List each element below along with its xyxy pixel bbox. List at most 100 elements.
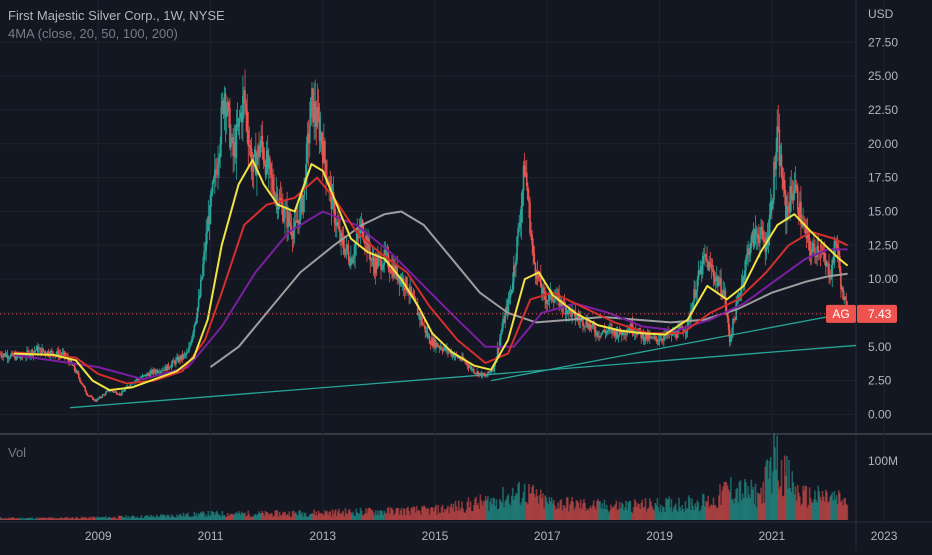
- volume-bar: [93, 516, 95, 520]
- candle-body: [650, 335, 652, 337]
- volume-bar: [283, 512, 285, 520]
- candle-body: [208, 216, 211, 224]
- volume-bar: [194, 516, 197, 520]
- candle-body: [29, 354, 32, 357]
- candle-body: [341, 232, 343, 238]
- volume-bar: [457, 500, 460, 520]
- volume-bar: [609, 510, 611, 520]
- candle-body: [123, 390, 125, 392]
- candle-body: [840, 271, 842, 290]
- volume-bar: [35, 517, 38, 520]
- volume-bar: [781, 496, 784, 520]
- volume-bar: [453, 511, 456, 520]
- volume-bar: [317, 510, 320, 520]
- candle-body: [589, 323, 592, 328]
- candle-body: [654, 336, 657, 338]
- volume-bar: [600, 508, 603, 520]
- volume-bar: [385, 513, 388, 520]
- volume-bar: [466, 502, 469, 520]
- candle-body: [774, 161, 776, 170]
- candle-body: [314, 101, 316, 121]
- volume-bar: [530, 492, 532, 520]
- volume-bar: [108, 516, 110, 520]
- candle-body: [170, 363, 173, 368]
- volume-bar: [841, 500, 843, 520]
- candle-body: [77, 373, 80, 378]
- candle-body: [40, 347, 42, 354]
- volume-bar: [7, 517, 10, 520]
- y-tick-label: 15.00: [868, 204, 898, 218]
- candle-body: [115, 391, 118, 394]
- volume-bar: [225, 516, 228, 520]
- volume-bar: [464, 512, 467, 520]
- candle-body: [585, 319, 587, 326]
- candle-body: [319, 132, 322, 141]
- candle-body: [699, 266, 702, 274]
- volume-bar: [154, 517, 157, 520]
- volume-bar: [834, 499, 837, 520]
- candle-body: [704, 254, 706, 257]
- y-tick-label: 12.50: [868, 238, 898, 252]
- candle-body: [833, 240, 836, 263]
- candle-body: [583, 325, 585, 327]
- candle-body: [457, 357, 460, 359]
- volume-bar: [772, 471, 774, 520]
- candle-body: [642, 332, 645, 341]
- volume-bar: [140, 515, 143, 520]
- volume-bar: [15, 518, 17, 520]
- volume-bar: [451, 507, 454, 520]
- candle-body: [368, 238, 370, 252]
- candle-body: [540, 274, 542, 288]
- volume-bar: [395, 508, 397, 520]
- candle-body: [428, 336, 431, 344]
- candle-body: [728, 330, 731, 343]
- volume-bar: [618, 502, 621, 520]
- volume-bar: [286, 513, 288, 520]
- volume-bar: [165, 517, 168, 520]
- candle-body: [267, 157, 270, 169]
- candle-body: [405, 277, 407, 290]
- volume-bar: [807, 504, 810, 520]
- candle-body: [163, 369, 165, 371]
- volume-bar: [593, 506, 596, 520]
- volume-bar: [802, 485, 804, 520]
- candle-body: [15, 354, 17, 360]
- candle-body: [291, 234, 294, 239]
- volume-bar: [102, 517, 105, 520]
- volume-bar: [643, 506, 646, 520]
- candle-body: [328, 181, 331, 186]
- candle-body: [49, 350, 52, 357]
- candle-body: [80, 381, 82, 383]
- volume-bar: [438, 512, 441, 520]
- candle-body: [722, 290, 725, 296]
- candle-body: [121, 391, 123, 395]
- volume-bar: [574, 507, 577, 520]
- candle-body: [112, 391, 115, 393]
- candle-body: [238, 118, 241, 119]
- candle-body: [547, 299, 550, 302]
- volume-bar: [38, 517, 40, 520]
- candle-body: [96, 398, 98, 402]
- candle-body: [514, 265, 516, 267]
- candle-body: [381, 268, 383, 270]
- volume-bar: [419, 511, 421, 520]
- candle-body: [413, 297, 416, 299]
- volume-bar: [598, 501, 600, 520]
- volume-bar: [839, 492, 841, 520]
- candle-body: [467, 365, 470, 368]
- volume-bar: [561, 510, 564, 520]
- candle-body: [245, 103, 247, 112]
- candle-body: [793, 189, 796, 194]
- candle-body: [47, 351, 50, 356]
- volume-bar: [380, 510, 382, 520]
- candle-body: [435, 342, 437, 348]
- volume-bar: [602, 509, 605, 520]
- volume-bar: [668, 496, 671, 520]
- candle-body: [481, 373, 484, 377]
- volume-bar: [443, 508, 446, 520]
- volume-bar: [425, 509, 428, 520]
- volume-bar: [199, 511, 202, 520]
- candle-body: [783, 180, 786, 195]
